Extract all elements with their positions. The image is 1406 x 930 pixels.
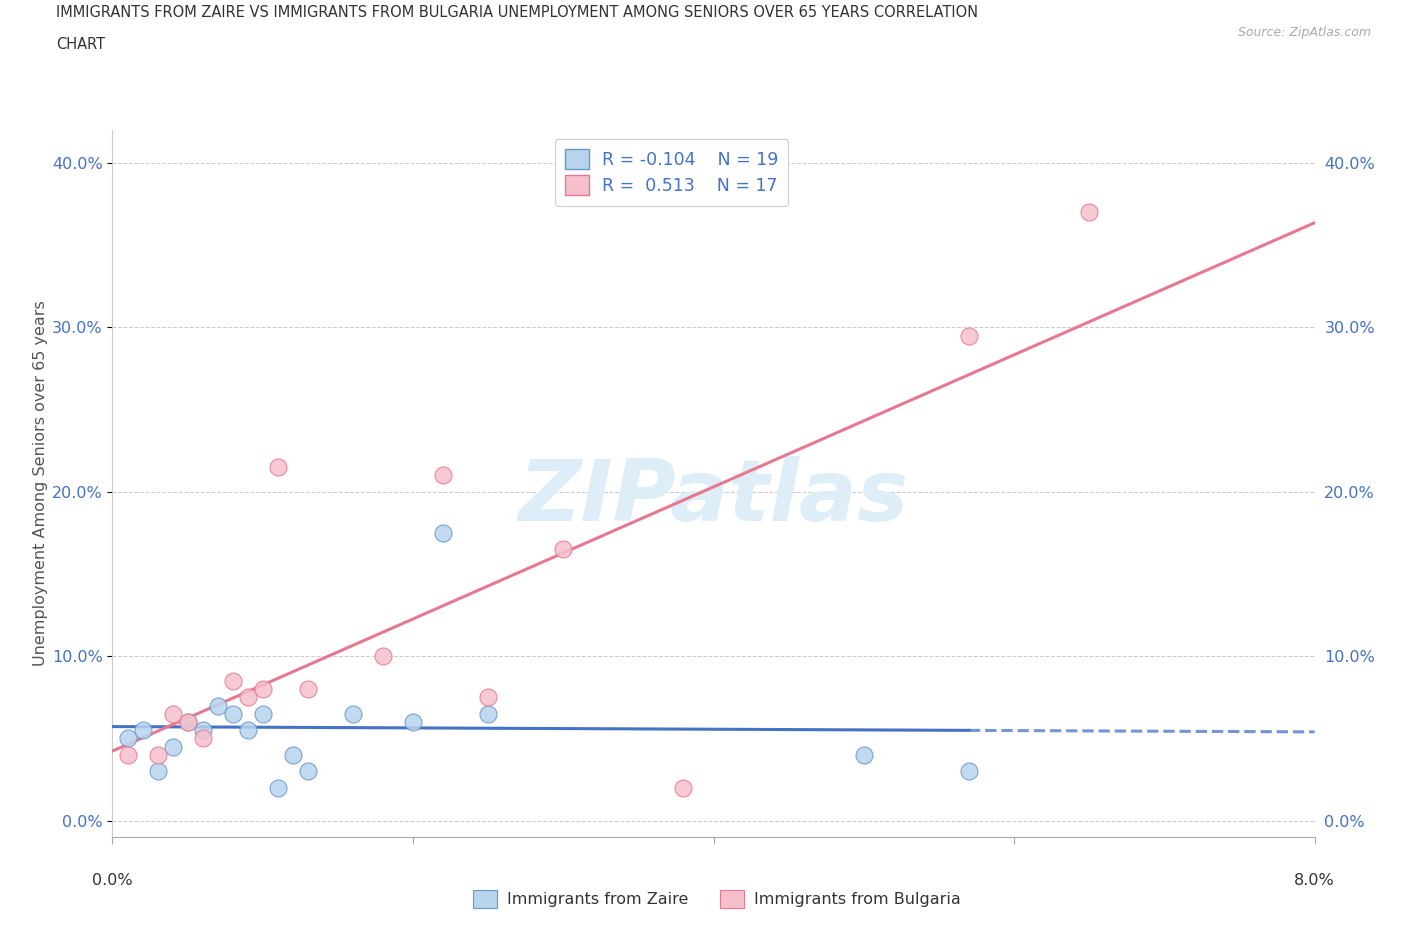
Point [852, 748, 875, 763]
Point [371, 649, 394, 664]
Legend: Immigrants from Zaire, Immigrants from Bulgaria: Immigrants from Zaire, Immigrants from B… [467, 884, 967, 914]
Text: CHART: CHART [56, 37, 105, 52]
Point [957, 764, 980, 778]
Point [191, 731, 214, 746]
Point [477, 690, 499, 705]
Point [402, 714, 425, 729]
Point [207, 698, 229, 713]
Point [477, 706, 499, 721]
Point [162, 706, 184, 721]
Point [432, 468, 454, 483]
Point [297, 682, 319, 697]
Point [222, 673, 245, 688]
Point [281, 748, 304, 763]
Point [146, 764, 169, 778]
Text: IMMIGRANTS FROM ZAIRE VS IMMIGRANTS FROM BULGARIA UNEMPLOYMENT AMONG SENIORS OVE: IMMIGRANTS FROM ZAIRE VS IMMIGRANTS FROM… [56, 5, 979, 20]
Point [342, 706, 364, 721]
Point [267, 459, 290, 474]
Point [252, 706, 274, 721]
Point [146, 748, 169, 763]
Point [672, 780, 695, 795]
Text: 0.0%: 0.0% [93, 873, 132, 888]
Point [297, 764, 319, 778]
Point [117, 731, 139, 746]
Point [191, 723, 214, 737]
Point [117, 748, 139, 763]
Point [176, 714, 198, 729]
Point [236, 690, 259, 705]
Point [236, 723, 259, 737]
Point [267, 780, 290, 795]
Point [553, 542, 575, 557]
Text: 8.0%: 8.0% [1295, 873, 1334, 888]
Point [957, 328, 980, 343]
Point [432, 525, 454, 540]
Point [162, 739, 184, 754]
Text: ZIPatlas: ZIPatlas [519, 457, 908, 539]
Legend: R = -0.104    N = 19, R =  0.513    N = 17: R = -0.104 N = 19, R = 0.513 N = 17 [554, 139, 789, 206]
Point [131, 723, 153, 737]
Y-axis label: Unemployment Among Seniors over 65 years: Unemployment Among Seniors over 65 years [34, 300, 48, 667]
Text: Source: ZipAtlas.com: Source: ZipAtlas.com [1237, 26, 1371, 39]
Point [222, 706, 245, 721]
Point [176, 714, 198, 729]
Point [252, 682, 274, 697]
Point [1078, 205, 1101, 219]
